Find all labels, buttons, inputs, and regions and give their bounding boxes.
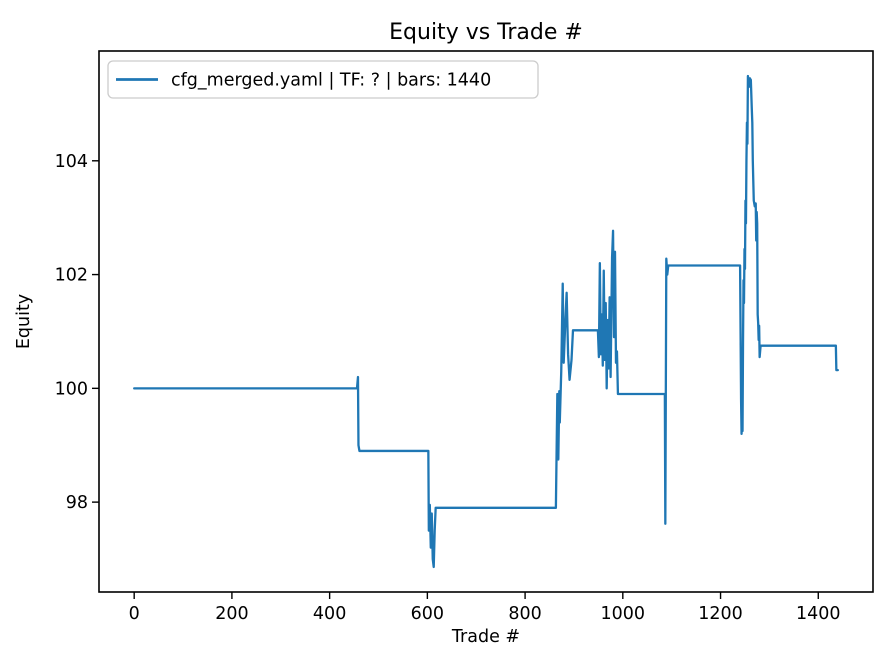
x-tick-label: 1000 — [601, 604, 646, 624]
x-axis-tick-labels: 0 200 400 600 800 1000 1200 1400 — [129, 604, 841, 624]
x-tick-label: 200 — [215, 604, 248, 624]
equity-line — [133, 74, 839, 569]
x-tick-label: 0 — [129, 604, 140, 624]
x-tick-label: 400 — [313, 604, 346, 624]
legend-box — [107, 60, 539, 99]
x-tick-label: 1400 — [796, 604, 841, 624]
y-tick-label: 98 — [66, 493, 88, 513]
chart-title: Equity vs Trade # — [389, 20, 583, 45]
y-axis-ticks — [92, 160, 99, 503]
legend: cfg_merged.yaml | TF: ? | bars: 1440 — [107, 60, 539, 99]
plot-border — [98, 50, 874, 593]
x-axis-label: Trade # — [451, 627, 520, 647]
y-tick-label: 100 — [55, 379, 88, 399]
y-axis-tick-labels: 98 100 102 104 — [55, 152, 88, 513]
legend-label: cfg_merged.yaml | TF: ? | bars: 1440 — [171, 71, 491, 91]
x-tick-label: 800 — [508, 604, 541, 624]
y-tick-label: 102 — [55, 266, 88, 286]
x-axis-ticks — [133, 592, 819, 599]
x-tick-label: 600 — [411, 604, 444, 624]
y-tick-label: 104 — [55, 152, 88, 172]
x-tick-label: 1200 — [698, 604, 743, 624]
y-axis-label: Equity — [14, 294, 34, 349]
